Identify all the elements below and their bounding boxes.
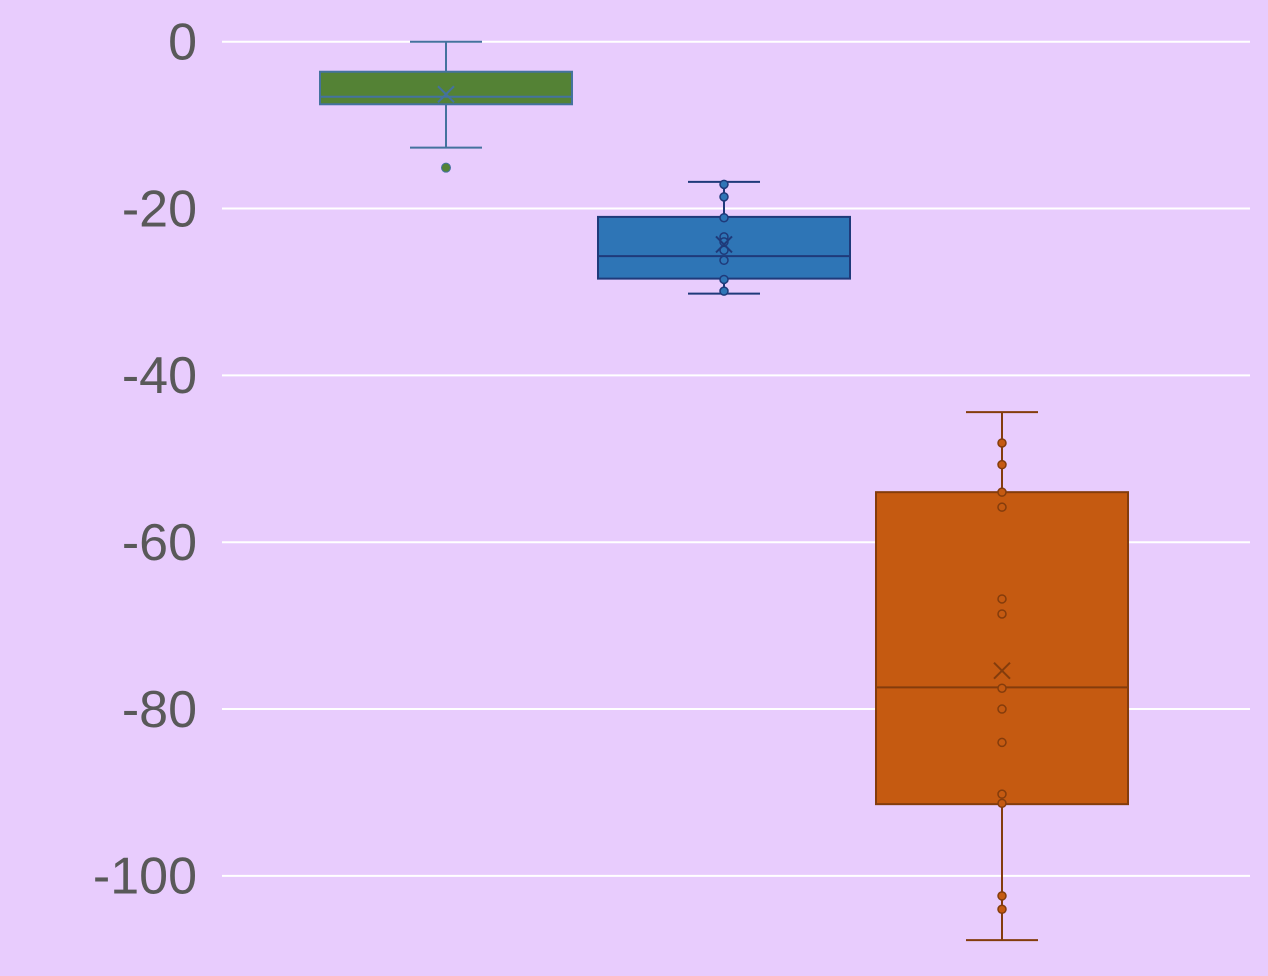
- y-tick-label: -20: [122, 180, 197, 238]
- y-tick-label: -60: [122, 514, 197, 572]
- data-point: [719, 245, 729, 256]
- data-point: [997, 502, 1007, 512]
- data-point: [997, 594, 1007, 604]
- mean-marker: [715, 235, 733, 254]
- y-tick-label: -100: [93, 848, 197, 906]
- outlier: [441, 162, 451, 173]
- data-point: [997, 459, 1007, 470]
- box: [875, 491, 1129, 806]
- data-point: [997, 737, 1007, 748]
- data-point: [719, 212, 729, 223]
- data-point: [719, 274, 729, 285]
- data-point: [997, 609, 1007, 619]
- data-point: [719, 192, 729, 202]
- y-tick-label: 0: [168, 13, 197, 71]
- data-point: [997, 798, 1007, 809]
- mean-marker: [437, 85, 455, 103]
- data-point: [719, 255, 729, 266]
- data-point: [997, 904, 1007, 915]
- data-point: [997, 891, 1007, 901]
- data-point: [997, 438, 1007, 448]
- y-tick-label: -80: [122, 681, 197, 739]
- data-point: [997, 704, 1007, 714]
- data-point: [997, 683, 1007, 693]
- data-point: [719, 179, 729, 190]
- y-tick-label: -40: [122, 347, 197, 405]
- mean-marker: [993, 661, 1011, 680]
- data-point: [997, 487, 1007, 497]
- data-point: [719, 286, 729, 296]
- box: [319, 70, 573, 106]
- data-point: [997, 789, 1007, 799]
